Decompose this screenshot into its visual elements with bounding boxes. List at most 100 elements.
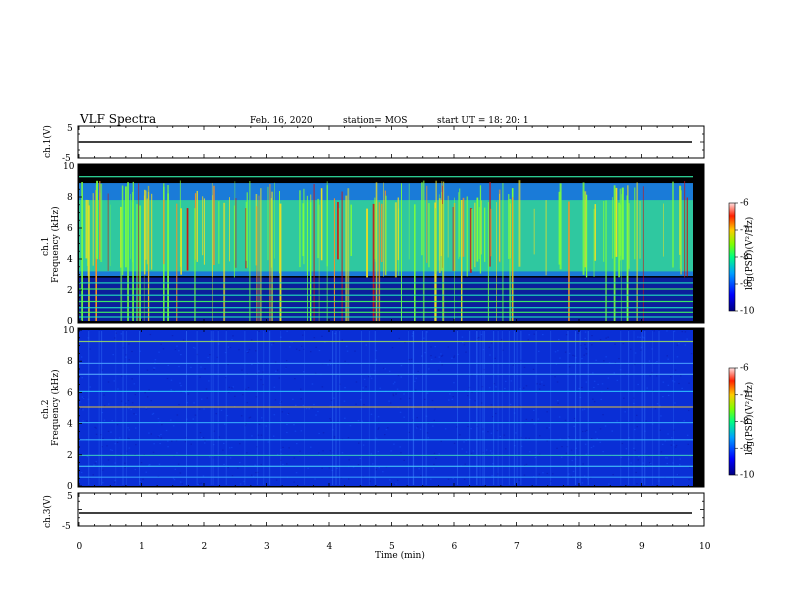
ch2-noise-speck bbox=[481, 386, 484, 388]
ch2-vertical-streak bbox=[244, 331, 246, 485]
ch2-noise-speck bbox=[167, 440, 169, 442]
ch2-noise-speck bbox=[246, 350, 248, 352]
ch3-ytick-bottom: -5 bbox=[62, 522, 71, 532]
ch2-noise-speck bbox=[592, 398, 594, 400]
ch2-vertical-streak bbox=[115, 331, 117, 485]
ch2-noise-speck bbox=[605, 337, 607, 339]
ch2-noise-speck bbox=[472, 450, 475, 452]
ch2-noise-speck bbox=[377, 416, 380, 418]
ch2-noise-speck bbox=[571, 459, 574, 462]
ch2-vertical-streak bbox=[196, 331, 198, 485]
ch2-noise-speck bbox=[430, 359, 433, 361]
ch1-sferic-streak bbox=[176, 203, 178, 321]
ch2-vertical-streak bbox=[126, 331, 127, 485]
ch2-noise-speck bbox=[585, 353, 588, 355]
ch2-spectrogram-channel-label: ch.2 bbox=[41, 400, 51, 419]
ch2-noise-speck bbox=[673, 444, 675, 446]
ch1-sferic-streak bbox=[213, 185, 215, 265]
ch1-sferic-streak bbox=[585, 194, 588, 278]
ch2-noise-speck bbox=[414, 380, 416, 382]
ch2-noise-speck bbox=[247, 351, 249, 353]
ch2-noise-speck bbox=[646, 387, 648, 389]
ch1-sferic-streak bbox=[509, 199, 512, 321]
ch2-noise-speck bbox=[160, 343, 162, 345]
ch2-noise-speck bbox=[676, 474, 679, 476]
ch1-sferic-streak bbox=[99, 181, 101, 259]
ch1-sferic-streak bbox=[139, 205, 141, 321]
ch2-noise-speck bbox=[121, 375, 123, 377]
ch2-noise-speck bbox=[171, 440, 173, 442]
ch2-noise-speck bbox=[254, 464, 256, 466]
ch2-noise-speck bbox=[373, 477, 376, 479]
ch2-noise-speck bbox=[202, 475, 205, 477]
ch2-noise-speck bbox=[295, 348, 298, 350]
ch2-noise-speck bbox=[542, 472, 544, 474]
ch2-noise-speck bbox=[336, 467, 338, 469]
ch2-noise-speck bbox=[145, 471, 147, 473]
ch2-noise-speck bbox=[247, 387, 250, 389]
ch2-noise-speck bbox=[286, 431, 288, 434]
ch2-noise-speck bbox=[127, 437, 129, 439]
ch1-sferic-streak bbox=[559, 183, 562, 270]
ch2-noise-speck bbox=[152, 451, 155, 453]
ch2-noise-speck bbox=[612, 474, 614, 476]
ch2-noise-speck bbox=[596, 437, 598, 440]
ch2-noise-speck bbox=[584, 337, 586, 339]
ch2-noise-speck bbox=[453, 356, 455, 358]
ch2-noise-speck bbox=[591, 438, 593, 440]
ch2-noise-speck bbox=[205, 388, 208, 390]
ch2-noise-speck bbox=[529, 451, 531, 453]
ch2-vertical-streak bbox=[658, 331, 660, 485]
ch2-vertical-streak bbox=[469, 331, 471, 485]
ch1-sferic-streak bbox=[502, 183, 504, 321]
ch2-noise-speck bbox=[581, 409, 584, 411]
ch1-sferic-streak bbox=[271, 191, 273, 321]
ch1-sferic-streak bbox=[568, 201, 570, 321]
ch2-noise-speck bbox=[493, 383, 496, 385]
x-axis-title: Time (min) bbox=[375, 550, 425, 561]
ch2-noise-speck bbox=[167, 446, 169, 448]
time-tick-label: 10 bbox=[699, 542, 711, 552]
ch2-noise-speck bbox=[178, 365, 180, 368]
ch2-noise-speck bbox=[179, 382, 181, 384]
ch2-noise-speck bbox=[520, 437, 522, 439]
ch2-noise-speck bbox=[242, 394, 244, 396]
ch2-noise-speck bbox=[392, 383, 395, 385]
ch2-noise-speck bbox=[554, 351, 557, 353]
ch2-noise-speck bbox=[463, 478, 466, 480]
ch2-noise-speck bbox=[115, 332, 117, 334]
ch2-noise-speck bbox=[394, 381, 396, 383]
ch2-noise-speck bbox=[650, 462, 652, 464]
figure-title: VLF Spectra bbox=[79, 112, 156, 126]
ch2-noise-speck bbox=[658, 480, 660, 482]
ch2-vertical-streak bbox=[497, 331, 499, 485]
ch2-noise-speck bbox=[525, 418, 528, 420]
ch1-sferic-streak bbox=[478, 207, 481, 259]
ch2-noise-speck bbox=[109, 449, 112, 451]
ch2-noise-speck bbox=[400, 365, 403, 367]
ch2-noise-speck bbox=[212, 444, 215, 446]
ch2-noise-speck bbox=[635, 471, 637, 474]
ch2-noise-speck bbox=[301, 345, 303, 347]
ch1-sferic-streak bbox=[636, 182, 638, 321]
ch1-sferic-streak bbox=[421, 182, 423, 256]
ch2-noise-speck bbox=[524, 464, 526, 466]
ch2-noise-speck bbox=[441, 364, 443, 366]
ch2-noise-speck bbox=[532, 368, 535, 370]
ch2-noise-speck bbox=[423, 337, 425, 339]
ch2-noise-speck bbox=[203, 408, 205, 410]
ch2-noise-speck bbox=[157, 418, 160, 420]
ch2-noise-speck bbox=[317, 410, 319, 413]
ch2-noise-speck bbox=[643, 337, 645, 339]
ch2-noise-speck bbox=[217, 343, 220, 345]
ch2-noise-speck bbox=[192, 418, 194, 420]
ch2-noise-speck bbox=[114, 443, 116, 445]
ch1-sferic-streak bbox=[326, 181, 328, 321]
ch2-noise-speck bbox=[502, 349, 504, 351]
ch2-noise-speck bbox=[249, 416, 252, 418]
ch2-noise-speck bbox=[462, 342, 464, 344]
ch2-noise-speck bbox=[92, 474, 94, 476]
ch2-noise-speck bbox=[344, 360, 346, 362]
ch2-noise-speck bbox=[642, 336, 644, 338]
ch2-noise-speck bbox=[200, 482, 203, 484]
